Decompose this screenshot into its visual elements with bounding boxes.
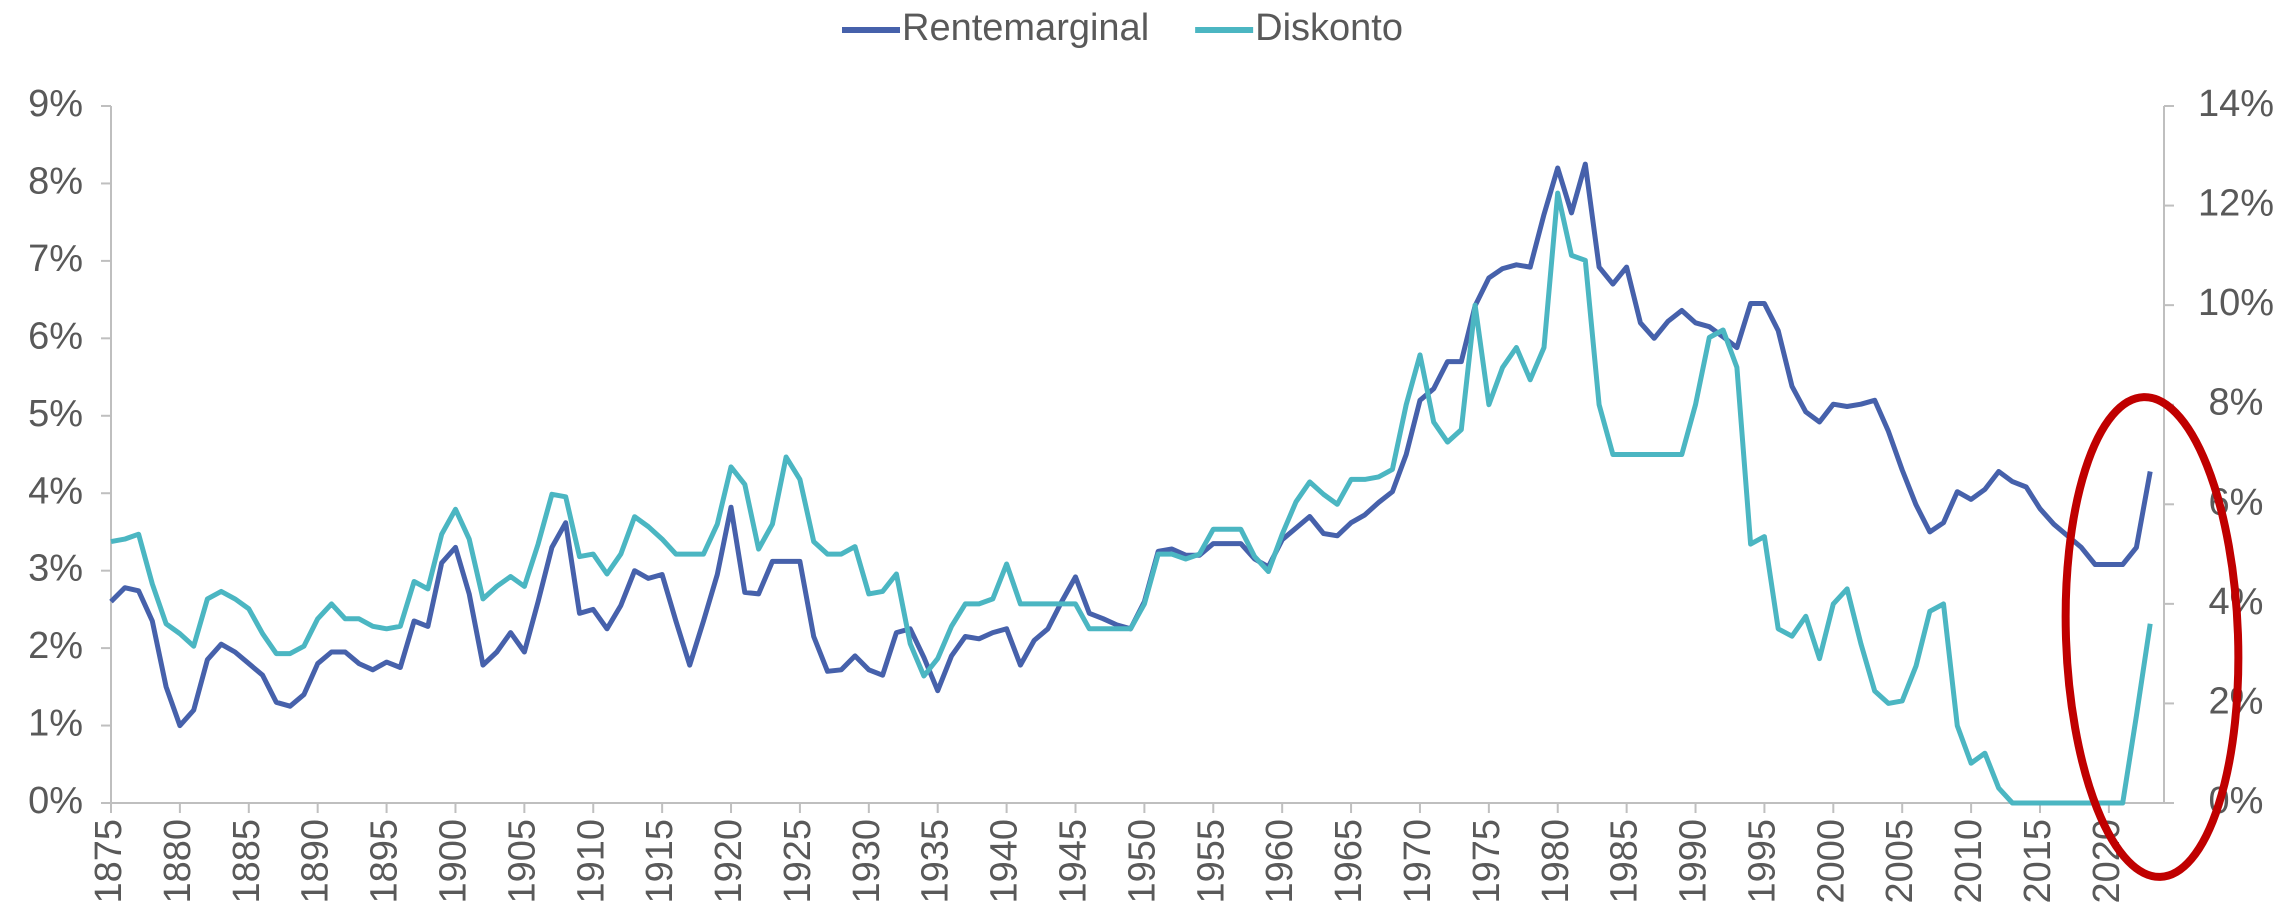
x-tick-label: 1880 (157, 819, 199, 904)
x-tick-label: 1905 (501, 819, 543, 904)
x-tick-label: 1875 (88, 819, 130, 904)
x-tick-label: 1885 (226, 819, 268, 904)
legend: Rentemarginal Diskonto (842, 7, 1403, 49)
x-tick-label: 1945 (1053, 819, 1095, 904)
x-tick-label: 1990 (1673, 819, 1715, 904)
y2-tick-label: 14% (2198, 83, 2274, 125)
x-tick-label: 1915 (639, 819, 681, 904)
x-tick-label: 1940 (984, 819, 1026, 904)
x-tick-label: 1965 (1328, 819, 1370, 904)
y2-tick-label: 10% (2198, 282, 2274, 324)
x-tick-label: 1975 (1466, 819, 1508, 904)
legend-label: Rentemarginal (902, 7, 1149, 49)
x-tick-label: 1970 (1397, 819, 1439, 904)
x-tick-label: 1935 (915, 819, 957, 904)
x-tick-label: 1960 (1259, 819, 1301, 904)
y-tick-label: 2% (28, 625, 83, 667)
x-tick-label: 2010 (1948, 819, 1990, 904)
y-tick-label: 1% (28, 703, 83, 745)
x-tick-label: 1930 (846, 819, 888, 904)
x-tick-label: 1890 (295, 819, 337, 904)
y-tick-label: 5% (28, 393, 83, 435)
y-tick-label: 0% (28, 780, 83, 822)
x-tick-label: 1920 (708, 819, 750, 904)
y-tick-label: 7% (28, 238, 83, 280)
x-tick-label: 1895 (364, 819, 406, 904)
x-tick-label: 1995 (1741, 819, 1783, 904)
y2-tick-label: 8% (2209, 382, 2264, 424)
x-tick-label: 2000 (1810, 819, 1852, 904)
legend-label: Diskonto (1255, 7, 1403, 49)
series-line (110, 190, 2153, 806)
x-tick-label: 2015 (2017, 819, 2059, 904)
x-tick-label: 1925 (777, 819, 819, 904)
x-tick-label: 1955 (1190, 819, 1232, 904)
x-tick-label: 2005 (1879, 819, 1921, 904)
y-tick-label: 4% (28, 470, 83, 512)
x-tick-label: 1985 (1604, 819, 1646, 904)
y-tick-label: 3% (28, 548, 83, 590)
x-tick-label: 1900 (432, 819, 474, 904)
x-tick-label: 1910 (570, 819, 612, 904)
x-tick-label: 1980 (1535, 819, 1577, 904)
y-tick-label: 8% (28, 160, 83, 202)
y-tick-label: 9% (28, 83, 83, 125)
y2-tick-label: 12% (2198, 183, 2274, 225)
highlight-ellipse (2061, 393, 2243, 881)
series-line (109, 161, 2153, 729)
y-tick-label: 6% (28, 315, 83, 357)
plot-area: 0%1%2%3%4%5%6%7%8%9%0%2%4%6%8%10%12%14%1… (28, 7, 2274, 904)
x-tick-label: 1950 (1121, 819, 1163, 904)
